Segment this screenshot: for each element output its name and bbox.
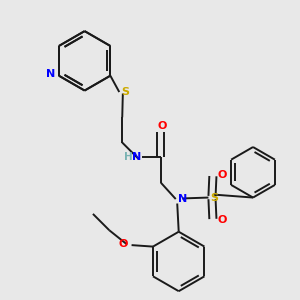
Text: O: O — [118, 238, 128, 249]
Text: H: H — [124, 152, 133, 162]
Text: O: O — [158, 121, 167, 131]
Text: S: S — [210, 193, 218, 202]
Text: N: N — [178, 194, 188, 204]
Text: O: O — [218, 215, 227, 225]
Text: N: N — [46, 69, 55, 79]
Text: O: O — [218, 170, 227, 180]
Text: S: S — [121, 87, 129, 97]
Text: N: N — [133, 152, 142, 162]
